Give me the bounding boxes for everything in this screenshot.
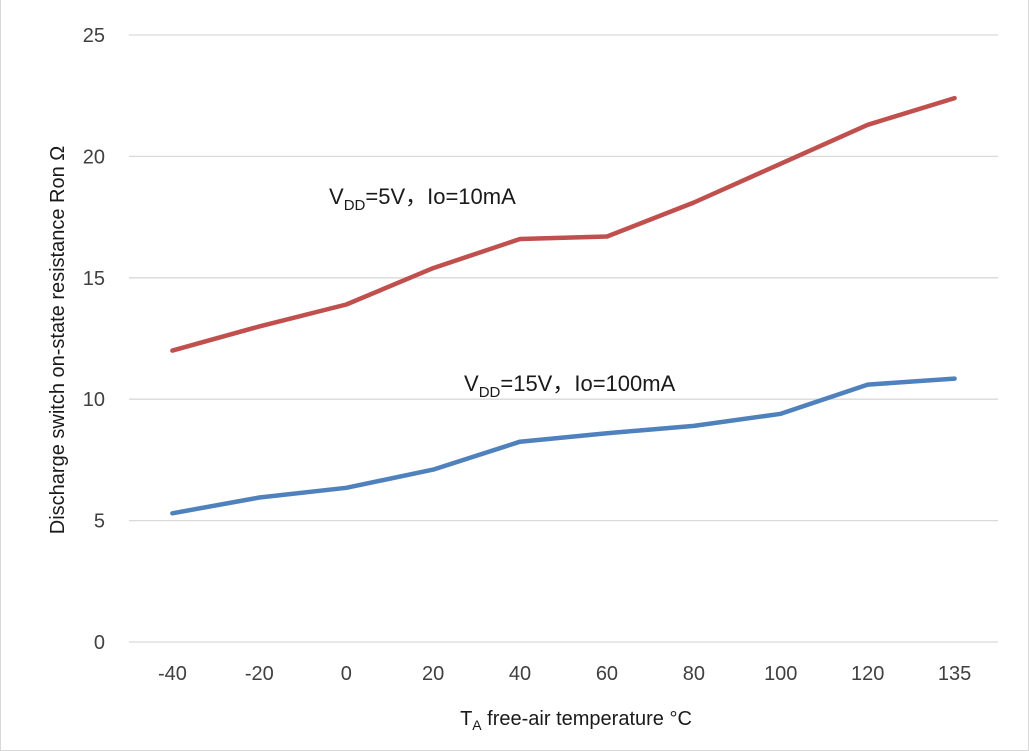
x-tick-label: 120 (851, 663, 884, 685)
y-tick-label: 25 (83, 25, 105, 47)
y-tick-label: 15 (83, 268, 105, 290)
series-line-1 (170, 376, 957, 516)
x-axis-tick-labels: -40 -20 0 20 40 60 80 100 120 135 (158, 663, 971, 685)
gridlines (129, 34, 998, 643)
y-axis-title: Discharge switch on-state resistance Ron… (47, 146, 69, 534)
y-axis-tick-labels: 0 5 10 15 20 25 (83, 25, 105, 654)
x-tick-label: 40 (509, 663, 531, 685)
x-tick-label: -40 (158, 663, 187, 685)
series-lines (170, 95, 957, 516)
x-tick-label: -20 (245, 663, 274, 685)
x-tick-label: 20 (422, 663, 444, 685)
x-axis-title: TA free-air temperature °C (460, 708, 692, 733)
series-label-vdd-5v: VDD=5V，Io=10mA (329, 184, 516, 214)
series-line-0 (170, 95, 957, 353)
y-tick-label: 5 (94, 511, 105, 533)
x-tick-label: 0 (341, 663, 352, 685)
x-tick-label: 80 (683, 663, 705, 685)
x-tick-label: 135 (938, 663, 971, 685)
y-tick-label: 20 (83, 146, 105, 168)
x-tick-label: 60 (596, 663, 618, 685)
series-label-vdd-15v: VDD=15V，Io=100mA (464, 371, 676, 401)
y-tick-label: 0 (94, 632, 105, 654)
y-tick-label: 10 (83, 389, 105, 411)
x-tick-label: 100 (764, 663, 797, 685)
